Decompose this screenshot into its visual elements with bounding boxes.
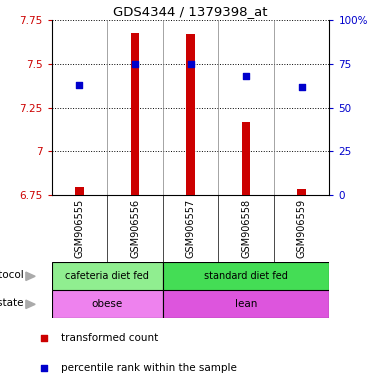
Bar [75, 187, 83, 195]
Polygon shape [26, 272, 35, 280]
Point [77, 82, 83, 88]
Text: percentile rank within the sample: percentile rank within the sample [61, 362, 237, 372]
Title: GDS4344 / 1379398_at: GDS4344 / 1379398_at [113, 5, 268, 18]
Text: obese: obese [92, 299, 123, 310]
Bar [163, 262, 329, 290]
Text: transformed count: transformed count [61, 333, 159, 343]
Bar [52, 290, 163, 318]
Bar [298, 189, 306, 195]
Text: standard diet fed: standard diet fed [204, 271, 288, 281]
Bar [242, 122, 250, 195]
Text: GSM906556: GSM906556 [130, 199, 140, 258]
Text: lean: lean [235, 299, 257, 310]
Text: disease state: disease state [0, 298, 23, 308]
Bar [131, 33, 139, 195]
Bar [163, 290, 329, 318]
Point [243, 73, 249, 79]
Text: GSM906559: GSM906559 [296, 199, 307, 258]
Point [299, 84, 305, 90]
Text: GSM906558: GSM906558 [241, 199, 251, 258]
Bar [52, 262, 163, 290]
Text: protocol: protocol [0, 270, 23, 280]
Text: GSM906555: GSM906555 [74, 199, 85, 258]
Text: cafeteria diet fed: cafeteria diet fed [65, 271, 149, 281]
Point [132, 61, 138, 67]
Point [41, 364, 47, 371]
Polygon shape [26, 300, 35, 308]
Text: GSM906557: GSM906557 [185, 199, 196, 258]
Point [41, 335, 47, 341]
Point [188, 61, 194, 67]
Bar [187, 34, 195, 195]
